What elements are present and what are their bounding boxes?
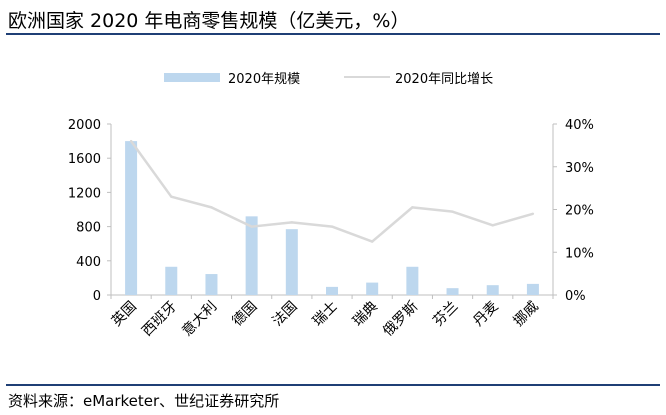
source-note: 资料来源：eMarketer、世纪证券研究所 — [8, 392, 280, 410]
category-label: 法国 — [270, 299, 301, 330]
y-left-tick-label: 1600 — [68, 152, 101, 167]
bar — [366, 282, 379, 295]
bar — [245, 216, 258, 295]
ticks-group: 0 400 800 1200 1600 2000 0% 10% 20% 30% 40% — [68, 118, 594, 304]
growth-point — [491, 224, 494, 227]
legend-label-line: 2020年同比增长 — [395, 72, 493, 87]
axes-group — [110, 124, 554, 296]
bar — [446, 288, 459, 295]
growth-point — [290, 221, 294, 224]
y-right-tick-label: 40% — [565, 118, 594, 133]
y-right-tick-label: 0% — [565, 289, 586, 304]
category-label: 挪威 — [511, 299, 542, 330]
bar — [205, 274, 218, 295]
y-right-tick-label: 20% — [565, 204, 594, 219]
bar — [165, 266, 178, 295]
footer-rule — [6, 384, 660, 386]
bar — [125, 141, 138, 295]
y-left-tick-label: 2000 — [68, 118, 101, 133]
y-left-tick-label: 1200 — [68, 186, 101, 201]
growth-point — [411, 206, 414, 209]
category-labels-group: 英国 西班牙 意大利 德国 法国 瑞士 瑞典 俄罗斯 芬兰 丹麦 挪威 — [108, 298, 542, 340]
category-label: 芬兰 — [430, 299, 461, 330]
legend-swatch-bar — [164, 73, 220, 82]
category-label: 英国 — [108, 298, 140, 330]
bar — [526, 283, 539, 295]
bar — [285, 229, 298, 295]
growth-point — [531, 212, 535, 215]
growth-point — [370, 240, 374, 243]
category-label: 俄罗斯 — [380, 299, 421, 340]
growth-point — [129, 139, 133, 143]
growth-point — [330, 225, 334, 228]
y-left-tick-label: 0 — [93, 289, 101, 304]
legend-label-bar: 2020年规模 — [228, 72, 300, 87]
title-rule — [6, 33, 660, 35]
y-left-tick-label: 400 — [76, 255, 101, 270]
category-label: 瑞典 — [350, 299, 381, 330]
category-label: 瑞士 — [310, 299, 341, 330]
bars-group — [125, 141, 539, 295]
growth-point — [170, 195, 173, 198]
chart-title: 欧洲国家 2020 年电商零售规模（亿美元，%） — [8, 10, 410, 32]
y-right-tick-label: 10% — [565, 246, 594, 261]
line-group — [129, 139, 535, 243]
legend: 2020年规模 2020年同比增长 — [164, 72, 493, 87]
y-left-tick-label: 800 — [76, 221, 101, 236]
bar — [486, 285, 499, 295]
growth-point — [451, 210, 454, 213]
category-label: 丹麦 — [470, 299, 501, 330]
y-right-tick-label: 30% — [565, 161, 594, 176]
category-label: 意大利 — [179, 298, 221, 340]
category-label: 德国 — [229, 299, 260, 330]
bar — [406, 266, 419, 295]
growth-point — [210, 206, 213, 209]
bar — [326, 286, 338, 295]
category-label: 西班牙 — [139, 299, 180, 340]
growth-point — [250, 225, 253, 228]
